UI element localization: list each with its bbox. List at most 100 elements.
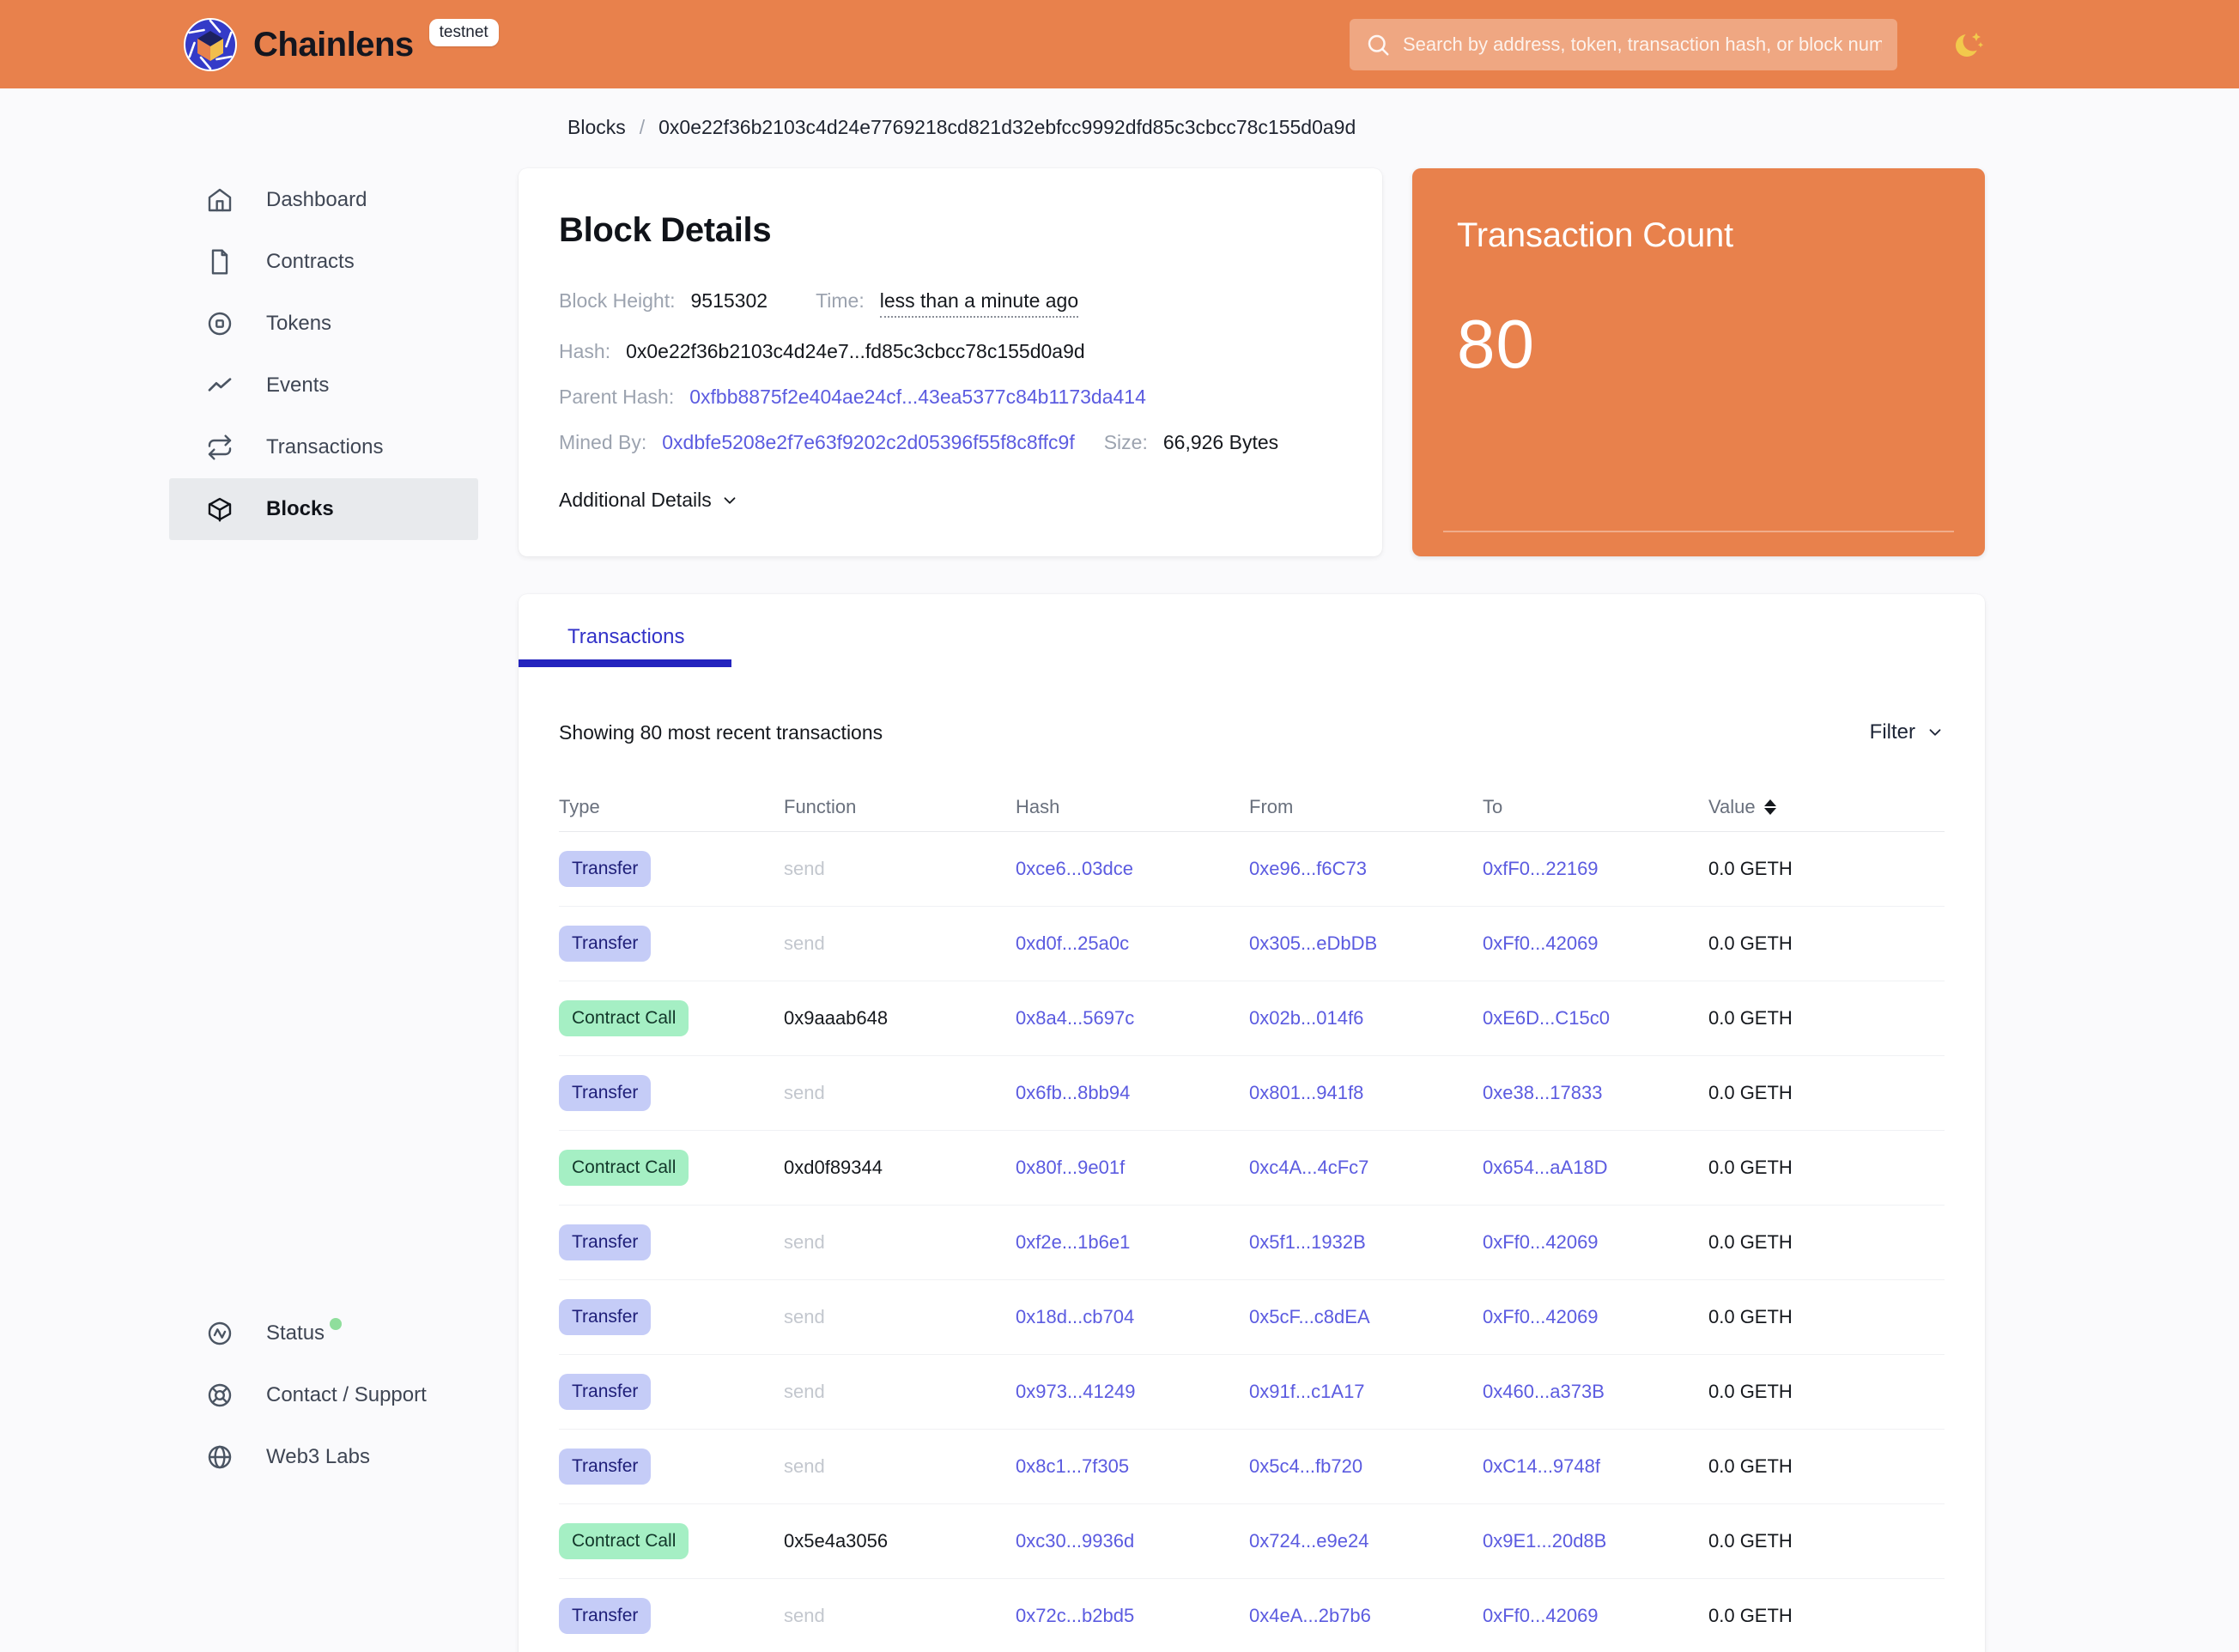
search-bar[interactable] bbox=[1350, 18, 1897, 70]
to-address-link[interactable]: 0xe38...17833 bbox=[1483, 1082, 1603, 1103]
mined-by-label: Mined By: bbox=[559, 431, 647, 453]
time-label: Time: bbox=[816, 289, 865, 312]
from-address-link[interactable]: 0xc4A...4cFc7 bbox=[1249, 1157, 1369, 1178]
sidebar-item-label: Status bbox=[266, 1318, 343, 1345]
tx-hash-link[interactable]: 0xf2e...1b6e1 bbox=[1016, 1231, 1131, 1253]
table-row: Contract Call 0x9aaab648 0x8a4...5697c 0… bbox=[559, 981, 1945, 1056]
to-address-link[interactable]: 0xC14...9748f bbox=[1483, 1455, 1600, 1477]
table-row: Transfer send 0xce6...03dce 0xe96...f6C7… bbox=[559, 832, 1945, 907]
hash-value: 0x0e22f36b2103c4d24e7...fd85c3cbcc78c155… bbox=[626, 340, 1085, 362]
to-address-link[interactable]: 0x460...a373B bbox=[1483, 1381, 1605, 1402]
tx-type-badge: Contract Call bbox=[559, 1000, 689, 1036]
tx-type-badge: Transfer bbox=[559, 1374, 652, 1410]
tx-hash-link[interactable]: 0x72c...b2bd5 bbox=[1016, 1605, 1135, 1626]
value-cell: 0.0 GETH bbox=[1708, 1157, 1793, 1178]
sidebar-item-label: Dashboard bbox=[266, 188, 367, 211]
tx-hash-link[interactable]: 0x8c1...7f305 bbox=[1016, 1455, 1130, 1477]
tx-type-badge: Transfer bbox=[559, 1224, 652, 1260]
to-address-link[interactable]: 0x9E1...20d8B bbox=[1483, 1530, 1607, 1552]
to-address-link[interactable]: 0xFf0...42069 bbox=[1483, 1605, 1599, 1626]
from-address-link[interactable]: 0x4eA...2b7b6 bbox=[1249, 1605, 1371, 1626]
value-cell: 0.0 GETH bbox=[1708, 1455, 1793, 1477]
transaction-count-card: Transaction Count 80 bbox=[1412, 168, 1985, 556]
status-pulse-icon bbox=[206, 1320, 234, 1347]
col-header-function: Function bbox=[784, 795, 857, 817]
sidebar-item-web3-labs[interactable]: Web3 Labs bbox=[169, 1426, 478, 1488]
time-value[interactable]: less than a minute ago bbox=[879, 289, 1079, 318]
tab-bar: Transactions bbox=[519, 594, 1945, 676]
function-cell: 0x5e4a3056 bbox=[784, 1530, 889, 1552]
additional-details-toggle[interactable]: Additional Details bbox=[559, 489, 739, 512]
tx-type-badge: Transfer bbox=[559, 851, 652, 887]
sort-icon[interactable] bbox=[1763, 799, 1776, 815]
search-input[interactable] bbox=[1403, 33, 1882, 56]
from-address-link[interactable]: 0x5c4...fb720 bbox=[1249, 1455, 1363, 1477]
tx-hash-link[interactable]: 0xce6...03dce bbox=[1016, 858, 1133, 879]
col-header-value: Value bbox=[1708, 796, 1945, 818]
tx-hash-link[interactable]: 0x973...41249 bbox=[1016, 1381, 1136, 1402]
function-cell: send bbox=[784, 1605, 825, 1626]
tx-hash-link[interactable]: 0xd0f...25a0c bbox=[1016, 932, 1130, 954]
tx-hash-link[interactable]: 0x80f...9e01f bbox=[1016, 1157, 1126, 1178]
tab-transactions[interactable]: Transactions bbox=[567, 625, 685, 648]
from-address-link[interactable]: 0x305...eDbDB bbox=[1249, 932, 1378, 954]
mined-by-link[interactable]: 0xdbfe5208e2f7e63f9202c2d05396f55f8c8ffc… bbox=[662, 431, 1075, 453]
search-icon bbox=[1365, 32, 1391, 58]
to-address-link[interactable]: 0xE6D...C15c0 bbox=[1483, 1007, 1610, 1029]
to-address-link[interactable]: 0xFf0...42069 bbox=[1483, 1231, 1599, 1253]
filter-button[interactable]: Filter bbox=[1870, 720, 1945, 744]
brand-name: Chainlens bbox=[253, 25, 414, 64]
table-row: Contract Call 0xd0f89344 0x80f...9e01f 0… bbox=[559, 1131, 1945, 1206]
tx-type-badge: Transfer bbox=[559, 1075, 652, 1111]
status-online-dot bbox=[330, 1318, 343, 1330]
top-header: Chainlens testnet bbox=[0, 0, 2239, 88]
tx-hash-link[interactable]: 0x6fb...8bb94 bbox=[1016, 1082, 1131, 1103]
from-address-link[interactable]: 0xe96...f6C73 bbox=[1249, 858, 1367, 879]
from-address-link[interactable]: 0x91f...c1A17 bbox=[1249, 1381, 1365, 1402]
trend-line-icon bbox=[206, 372, 234, 399]
from-address-link[interactable]: 0x801...941f8 bbox=[1249, 1082, 1364, 1103]
sidebar-item-contact-support[interactable]: Contact / Support bbox=[169, 1364, 478, 1426]
table-row: Transfer send 0x6fb...8bb94 0x801...941f… bbox=[559, 1056, 1945, 1131]
sidebar-item-tokens[interactable]: Tokens bbox=[169, 293, 478, 355]
value-cell: 0.0 GETH bbox=[1708, 1007, 1793, 1029]
sidebar-item-events[interactable]: Events bbox=[169, 355, 478, 416]
to-address-link[interactable]: 0xfF0...22169 bbox=[1483, 858, 1599, 879]
block-height-label: Block Height: bbox=[559, 289, 676, 312]
tx-type-badge: Contract Call bbox=[559, 1150, 689, 1186]
hash-label: Hash: bbox=[559, 340, 611, 362]
breadcrumb: Blocks / 0x0e22f36b2103c4d24e7769218cd82… bbox=[567, 116, 1356, 139]
sidebar-item-status[interactable]: Status bbox=[169, 1303, 478, 1364]
table-body: Transfer send 0xce6...03dce 0xe96...f6C7… bbox=[559, 832, 1945, 1652]
tx-hash-link[interactable]: 0x8a4...5697c bbox=[1016, 1007, 1135, 1029]
breadcrumb-blocks-link[interactable]: Blocks bbox=[567, 116, 626, 138]
repeat-arrows-icon bbox=[206, 434, 234, 461]
brand[interactable]: Chainlens testnet bbox=[183, 17, 499, 72]
value-cell: 0.0 GETH bbox=[1708, 1605, 1793, 1626]
moon-icon bbox=[1952, 31, 1987, 64]
from-address-link[interactable]: 0x5cF...c8dEA bbox=[1249, 1306, 1370, 1327]
theme-toggle-button[interactable] bbox=[1952, 27, 1987, 62]
from-address-link[interactable]: 0x5f1...1932B bbox=[1249, 1231, 1366, 1253]
tx-hash-link[interactable]: 0x18d...cb704 bbox=[1016, 1306, 1135, 1327]
chevron-down-icon bbox=[720, 491, 739, 510]
sidebar-item-transactions[interactable]: Transactions bbox=[169, 416, 478, 478]
to-address-link[interactable]: 0xFf0...42069 bbox=[1483, 932, 1599, 954]
transactions-summary: Showing 80 most recent transactions bbox=[559, 720, 883, 744]
tx-hash-link[interactable]: 0xc30...9936d bbox=[1016, 1530, 1135, 1552]
to-address-link[interactable]: 0xFf0...42069 bbox=[1483, 1306, 1599, 1327]
table-row: Transfer send 0xf2e...1b6e1 0x5f1...1932… bbox=[559, 1206, 1945, 1280]
sidebar-item-contracts[interactable]: Contracts bbox=[169, 231, 478, 293]
to-address-link[interactable]: 0x654...aA18D bbox=[1483, 1157, 1608, 1178]
life-buoy-icon bbox=[206, 1382, 234, 1409]
sidebar-item-dashboard[interactable]: Dashboard bbox=[169, 169, 478, 231]
parent-hash-link[interactable]: 0xfbb8875f2e404ae24cf...43ea5377c84b1173… bbox=[689, 386, 1146, 408]
from-address-link[interactable]: 0x724...e9e24 bbox=[1249, 1530, 1369, 1552]
value-cell: 0.0 GETH bbox=[1708, 1082, 1793, 1103]
col-header-to: To bbox=[1483, 795, 1503, 817]
from-address-link[interactable]: 0x02b...014f6 bbox=[1249, 1007, 1364, 1029]
sidebar-item-label: Contracts bbox=[266, 250, 355, 273]
sidebar-item-blocks[interactable]: Blocks bbox=[169, 478, 478, 540]
value-cell: 0.0 GETH bbox=[1708, 1530, 1793, 1552]
parent-hash-label: Parent Hash: bbox=[559, 386, 675, 408]
